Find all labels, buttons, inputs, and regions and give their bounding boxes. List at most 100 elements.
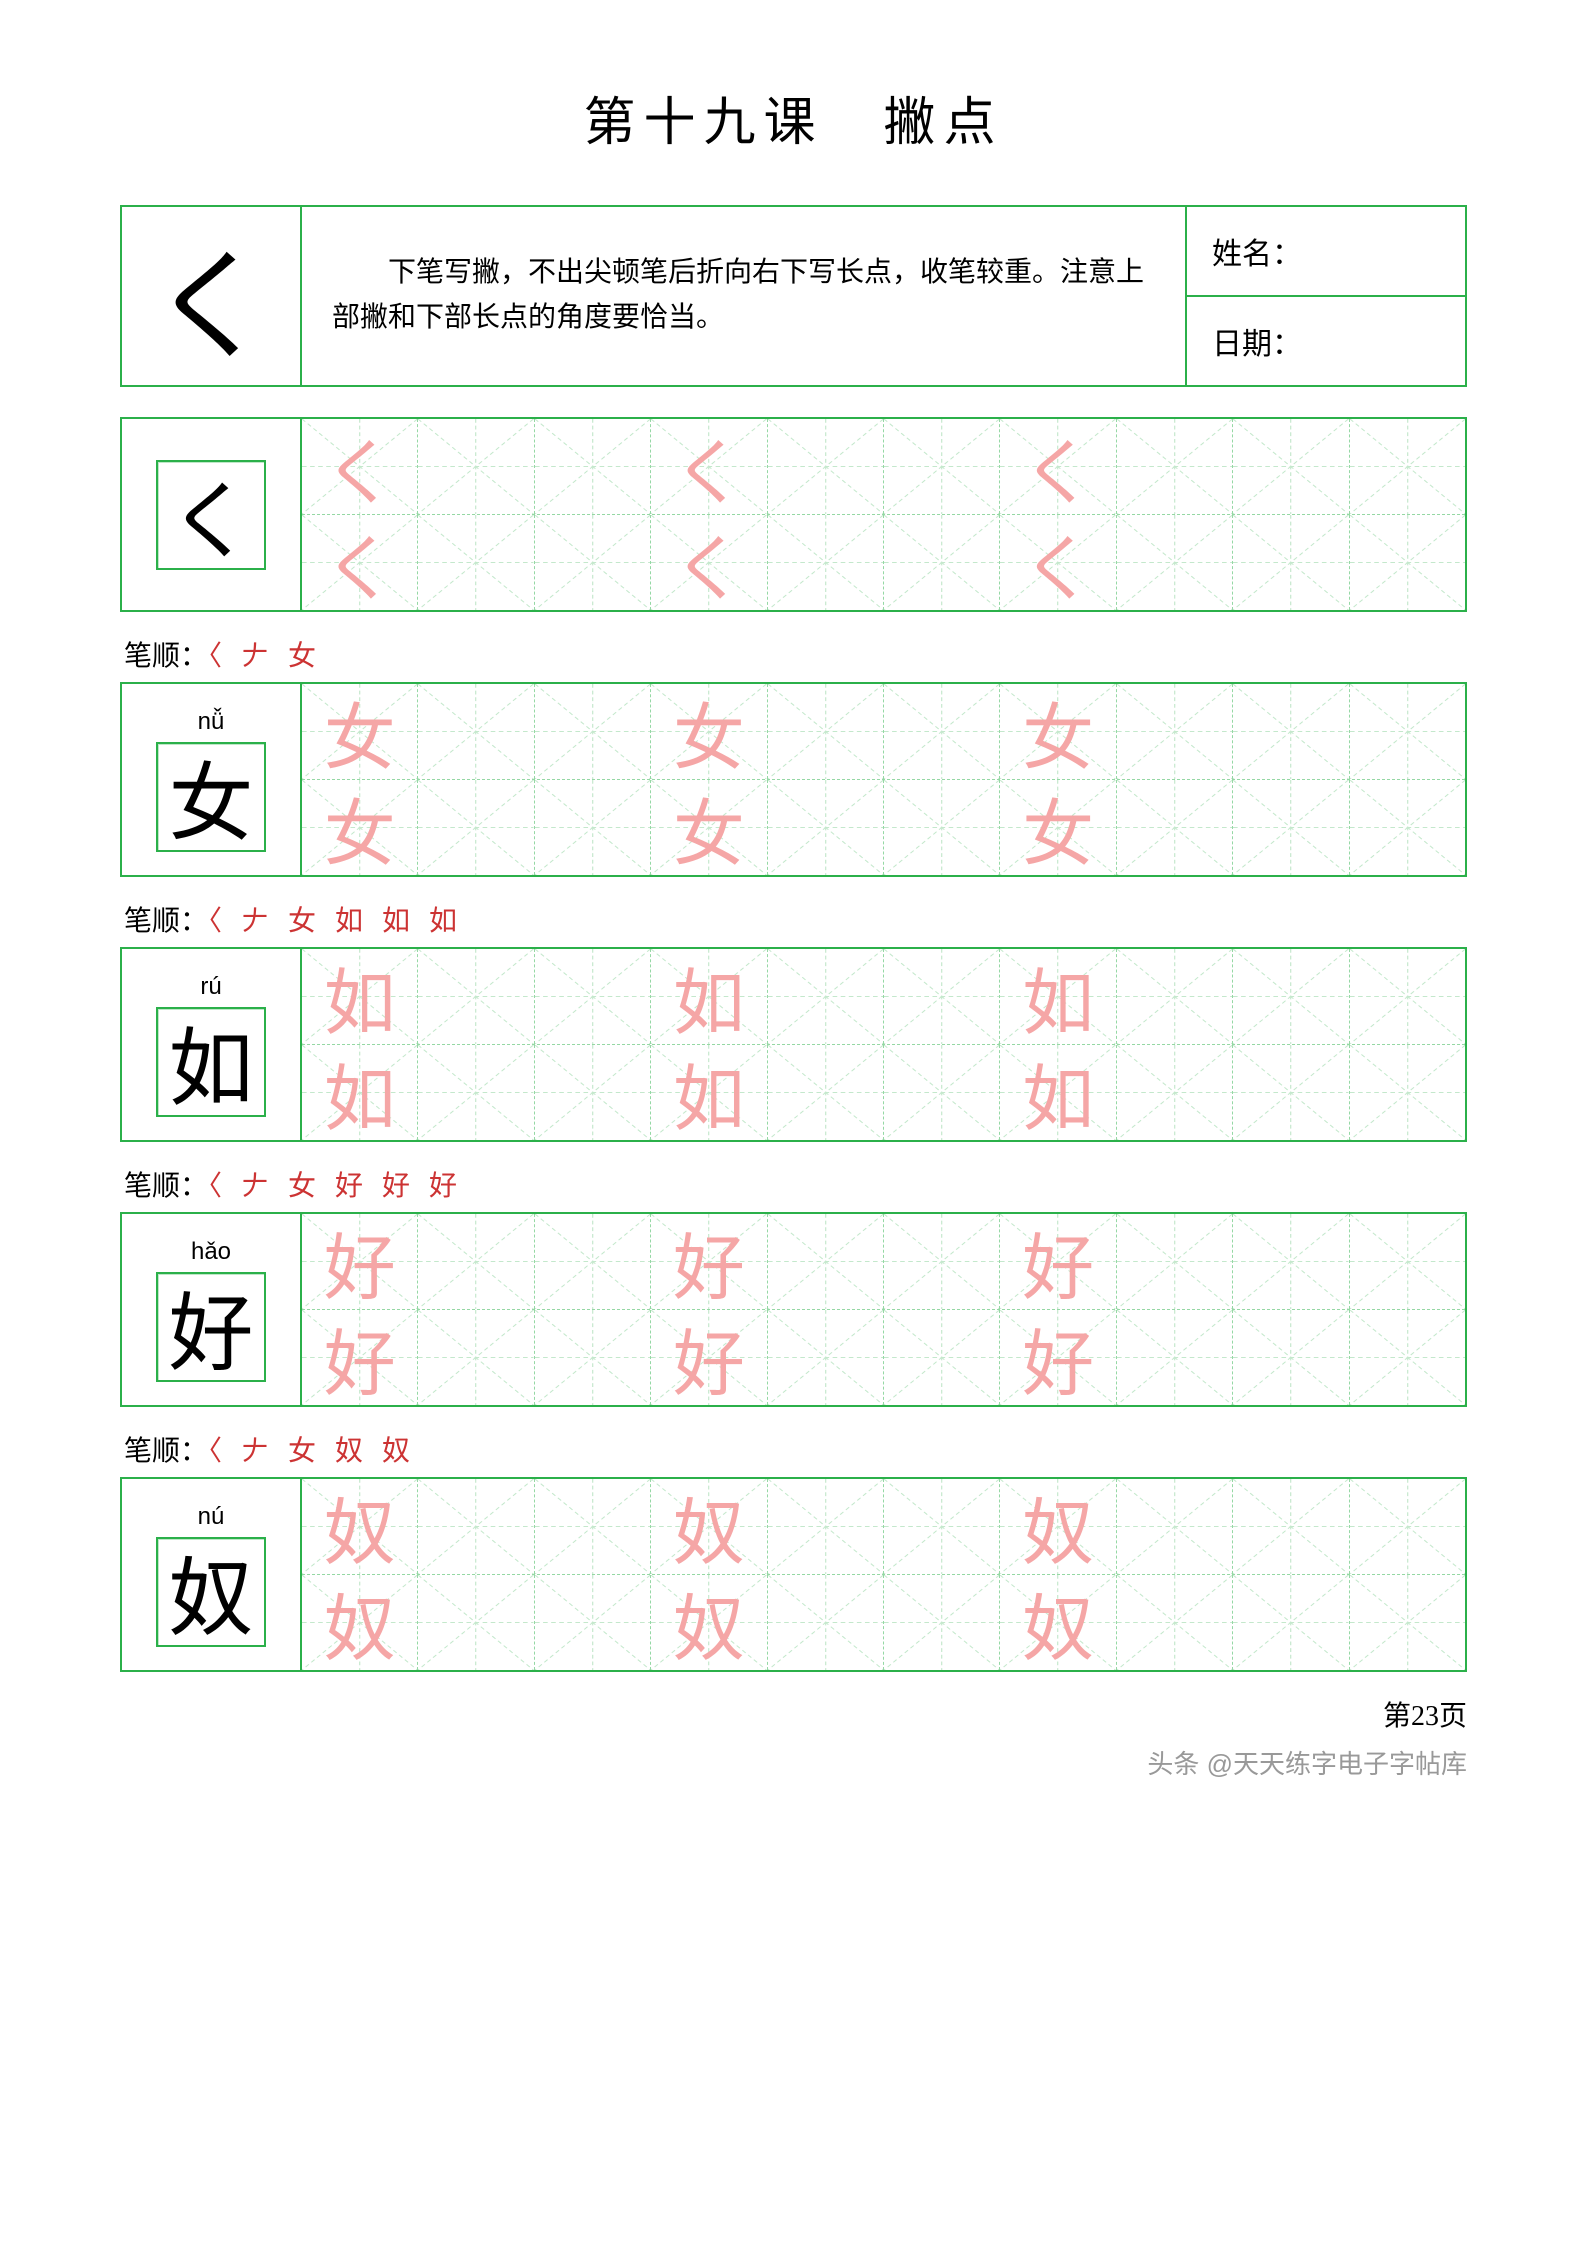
practice-cell[interactable] bbox=[884, 1575, 1000, 1670]
practice-cell[interactable]: 如 bbox=[651, 1045, 767, 1140]
practice-cell[interactable] bbox=[1233, 780, 1349, 875]
practice-cell[interactable] bbox=[884, 1214, 1000, 1309]
practice-cell[interactable]: く bbox=[1000, 419, 1116, 514]
practice-cell[interactable] bbox=[768, 1214, 884, 1309]
practice-cell[interactable] bbox=[418, 780, 534, 875]
practice-cell[interactable] bbox=[1233, 1479, 1349, 1574]
practice-cell[interactable]: 奴 bbox=[302, 1479, 418, 1574]
practice-cell[interactable] bbox=[1350, 1045, 1465, 1140]
practice-cell[interactable]: 好 bbox=[302, 1310, 418, 1405]
practice-cell[interactable] bbox=[768, 419, 884, 514]
practice-cell[interactable]: 女 bbox=[302, 780, 418, 875]
practice-cell[interactable]: 好 bbox=[302, 1214, 418, 1309]
practice-cell[interactable]: く bbox=[302, 419, 418, 514]
practice-cell[interactable]: 女 bbox=[651, 684, 767, 779]
practice-cell[interactable]: 奴 bbox=[651, 1575, 767, 1670]
practice-cell[interactable] bbox=[1233, 1045, 1349, 1140]
practice-cell[interactable] bbox=[535, 1575, 651, 1670]
practice-cell[interactable] bbox=[884, 949, 1000, 1044]
practice-cell[interactable] bbox=[1350, 1575, 1465, 1670]
practice-cell[interactable]: 好 bbox=[1000, 1310, 1116, 1405]
practice-cell[interactable] bbox=[535, 419, 651, 514]
practice-cell[interactable] bbox=[535, 949, 651, 1044]
practice-cell[interactable] bbox=[535, 684, 651, 779]
practice-cell[interactable]: 如 bbox=[651, 949, 767, 1044]
practice-cell[interactable] bbox=[1350, 515, 1465, 610]
practice-cell[interactable] bbox=[768, 684, 884, 779]
practice-cell[interactable] bbox=[1117, 1479, 1233, 1574]
practice-cell[interactable]: 女 bbox=[1000, 684, 1116, 779]
practice-cell[interactable] bbox=[768, 1479, 884, 1574]
practice-cell[interactable] bbox=[1117, 949, 1233, 1044]
practice-cell[interactable] bbox=[884, 1310, 1000, 1405]
practice-cell[interactable] bbox=[884, 1045, 1000, 1140]
practice-cell[interactable] bbox=[418, 1045, 534, 1140]
practice-cell[interactable] bbox=[418, 1575, 534, 1670]
practice-cell[interactable] bbox=[535, 1310, 651, 1405]
practice-cell[interactable] bbox=[1233, 1310, 1349, 1405]
practice-cell[interactable]: 如 bbox=[302, 1045, 418, 1140]
practice-cell[interactable] bbox=[418, 1310, 534, 1405]
name-field-label[interactable]: 姓名： bbox=[1186, 206, 1466, 296]
practice-cell[interactable] bbox=[418, 1214, 534, 1309]
practice-cell[interactable] bbox=[1117, 780, 1233, 875]
practice-cell[interactable] bbox=[884, 684, 1000, 779]
practice-cell[interactable] bbox=[1233, 684, 1349, 779]
practice-cell[interactable]: く bbox=[1000, 515, 1116, 610]
practice-cell[interactable] bbox=[418, 1479, 534, 1574]
practice-cell[interactable] bbox=[1350, 1214, 1465, 1309]
practice-cell[interactable] bbox=[1117, 1214, 1233, 1309]
practice-cell[interactable] bbox=[418, 515, 534, 610]
practice-cell[interactable]: 奴 bbox=[1000, 1575, 1116, 1670]
practice-cell[interactable] bbox=[1117, 1575, 1233, 1670]
practice-cell[interactable] bbox=[1350, 1310, 1465, 1405]
practice-cell[interactable] bbox=[1350, 419, 1465, 514]
practice-cell[interactable] bbox=[1350, 949, 1465, 1044]
practice-cell[interactable] bbox=[768, 1575, 884, 1670]
practice-cell[interactable] bbox=[1233, 419, 1349, 514]
practice-cell[interactable] bbox=[1117, 1045, 1233, 1140]
practice-cell[interactable]: く bbox=[651, 419, 767, 514]
practice-cell[interactable]: 好 bbox=[1000, 1214, 1116, 1309]
practice-cell[interactable]: 女 bbox=[1000, 780, 1116, 875]
practice-cell[interactable]: く bbox=[302, 515, 418, 610]
practice-cell[interactable]: 奴 bbox=[1000, 1479, 1116, 1574]
practice-cell[interactable]: 奴 bbox=[302, 1575, 418, 1670]
practice-cell[interactable] bbox=[1350, 780, 1465, 875]
practice-cell[interactable] bbox=[535, 1045, 651, 1140]
practice-cell[interactable] bbox=[1117, 515, 1233, 610]
practice-cell[interactable] bbox=[1233, 1214, 1349, 1309]
practice-cell[interactable] bbox=[884, 515, 1000, 610]
practice-cell[interactable] bbox=[768, 1310, 884, 1405]
practice-cell[interactable] bbox=[1117, 419, 1233, 514]
practice-cell[interactable] bbox=[884, 419, 1000, 514]
practice-cell[interactable] bbox=[1117, 1310, 1233, 1405]
practice-cell[interactable] bbox=[1350, 684, 1465, 779]
practice-cell[interactable] bbox=[768, 1045, 884, 1140]
practice-cell[interactable] bbox=[535, 515, 651, 610]
practice-cell[interactable] bbox=[768, 515, 884, 610]
practice-cell[interactable]: く bbox=[651, 515, 767, 610]
practice-cell[interactable]: 如 bbox=[1000, 1045, 1116, 1140]
practice-cell[interactable] bbox=[535, 1479, 651, 1574]
practice-cell[interactable] bbox=[535, 780, 651, 875]
practice-cell[interactable] bbox=[1117, 684, 1233, 779]
practice-cell[interactable] bbox=[768, 949, 884, 1044]
practice-cell[interactable] bbox=[1350, 1479, 1465, 1574]
practice-cell[interactable]: 女 bbox=[302, 684, 418, 779]
practice-cell[interactable]: 女 bbox=[651, 780, 767, 875]
practice-cell[interactable] bbox=[884, 780, 1000, 875]
practice-cell[interactable]: 好 bbox=[651, 1310, 767, 1405]
practice-cell[interactable]: 如 bbox=[1000, 949, 1116, 1044]
date-field-label[interactable]: 日期： bbox=[1186, 296, 1466, 386]
practice-cell[interactable] bbox=[535, 1214, 651, 1309]
practice-cell[interactable] bbox=[418, 419, 534, 514]
practice-cell[interactable]: 好 bbox=[651, 1214, 767, 1309]
practice-cell[interactable]: 如 bbox=[302, 949, 418, 1044]
practice-cell[interactable] bbox=[418, 684, 534, 779]
practice-cell[interactable] bbox=[1233, 949, 1349, 1044]
practice-cell[interactable] bbox=[1233, 1575, 1349, 1670]
practice-cell[interactable] bbox=[418, 949, 534, 1044]
practice-cell[interactable] bbox=[1233, 515, 1349, 610]
practice-cell[interactable]: 奴 bbox=[651, 1479, 767, 1574]
